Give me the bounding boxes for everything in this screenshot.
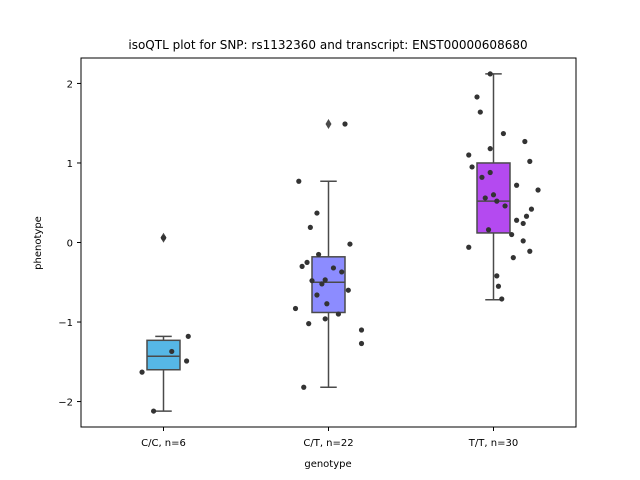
x-tick-label: T/T, n=30 xyxy=(468,438,518,449)
data-point xyxy=(514,217,520,223)
data-point xyxy=(306,321,312,327)
data-point xyxy=(184,358,190,364)
y-axis-label: phenotype xyxy=(33,216,44,270)
data-point xyxy=(527,158,533,164)
data-point xyxy=(301,384,307,390)
data-point xyxy=(314,210,320,216)
data-point xyxy=(319,281,325,287)
data-point xyxy=(487,169,493,176)
data-point xyxy=(510,255,516,261)
data-point xyxy=(500,130,506,137)
data-point xyxy=(322,277,328,283)
data-point xyxy=(324,301,330,307)
data-point xyxy=(474,94,480,100)
data-point xyxy=(509,231,515,238)
x-tick-label: C/T, n=22 xyxy=(303,438,353,449)
data-point xyxy=(335,311,341,317)
y-tick-label: −2 xyxy=(58,398,73,409)
data-point xyxy=(487,146,493,152)
box-body xyxy=(476,162,511,234)
data-point xyxy=(520,220,526,227)
data-point xyxy=(482,195,488,201)
data-point xyxy=(527,248,533,254)
data-point xyxy=(522,138,528,145)
data-point xyxy=(299,263,305,269)
data-point xyxy=(514,182,520,188)
data-point xyxy=(169,348,175,355)
y-tick-label: 0 xyxy=(67,239,73,250)
data-point xyxy=(490,192,497,198)
data-point xyxy=(316,251,322,258)
data-point xyxy=(358,340,365,347)
data-point xyxy=(160,235,167,241)
data-point xyxy=(528,206,535,212)
data-point xyxy=(342,121,348,127)
data-point xyxy=(296,178,302,184)
data-point xyxy=(485,227,492,233)
data-point xyxy=(479,174,485,180)
data-point xyxy=(347,241,353,247)
data-point xyxy=(358,327,365,333)
data-point xyxy=(523,213,530,219)
data-point xyxy=(495,283,502,289)
data-point xyxy=(139,369,145,375)
data-point xyxy=(494,198,500,204)
data-point xyxy=(499,296,505,302)
data-point xyxy=(314,292,320,298)
data-point xyxy=(466,152,472,158)
x-axis-label: genotype xyxy=(304,459,351,470)
data-point xyxy=(185,333,191,339)
box-body xyxy=(146,339,181,371)
data-point xyxy=(322,316,328,322)
data-point xyxy=(345,287,351,293)
outlier-marker xyxy=(325,119,332,130)
data-point xyxy=(307,224,313,230)
data-point xyxy=(309,278,315,284)
data-point xyxy=(535,187,541,193)
data-point xyxy=(494,273,500,279)
data-point xyxy=(292,305,299,312)
data-point xyxy=(339,269,345,275)
data-point xyxy=(520,238,526,244)
y-tick-label: 2 xyxy=(67,79,73,90)
y-tick-label: −1 xyxy=(58,318,73,329)
x-tick-label: C/C, n=6 xyxy=(141,438,186,449)
data-point xyxy=(477,109,483,115)
plot-area xyxy=(139,71,541,414)
axes: −2 −1 0 1 2 C/C, n=6 C/T, n=22 T/T, n=30 xyxy=(58,79,518,449)
chart-title: isoQTL plot for SNP: rs1132360 and trans… xyxy=(128,38,527,52)
data-point xyxy=(151,408,157,414)
data-point xyxy=(330,265,337,271)
data-point xyxy=(469,164,475,170)
data-point xyxy=(487,71,493,77)
y-tick-label: 1 xyxy=(67,159,73,170)
data-point xyxy=(304,259,310,265)
data-point xyxy=(466,244,472,250)
data-point xyxy=(502,203,508,209)
